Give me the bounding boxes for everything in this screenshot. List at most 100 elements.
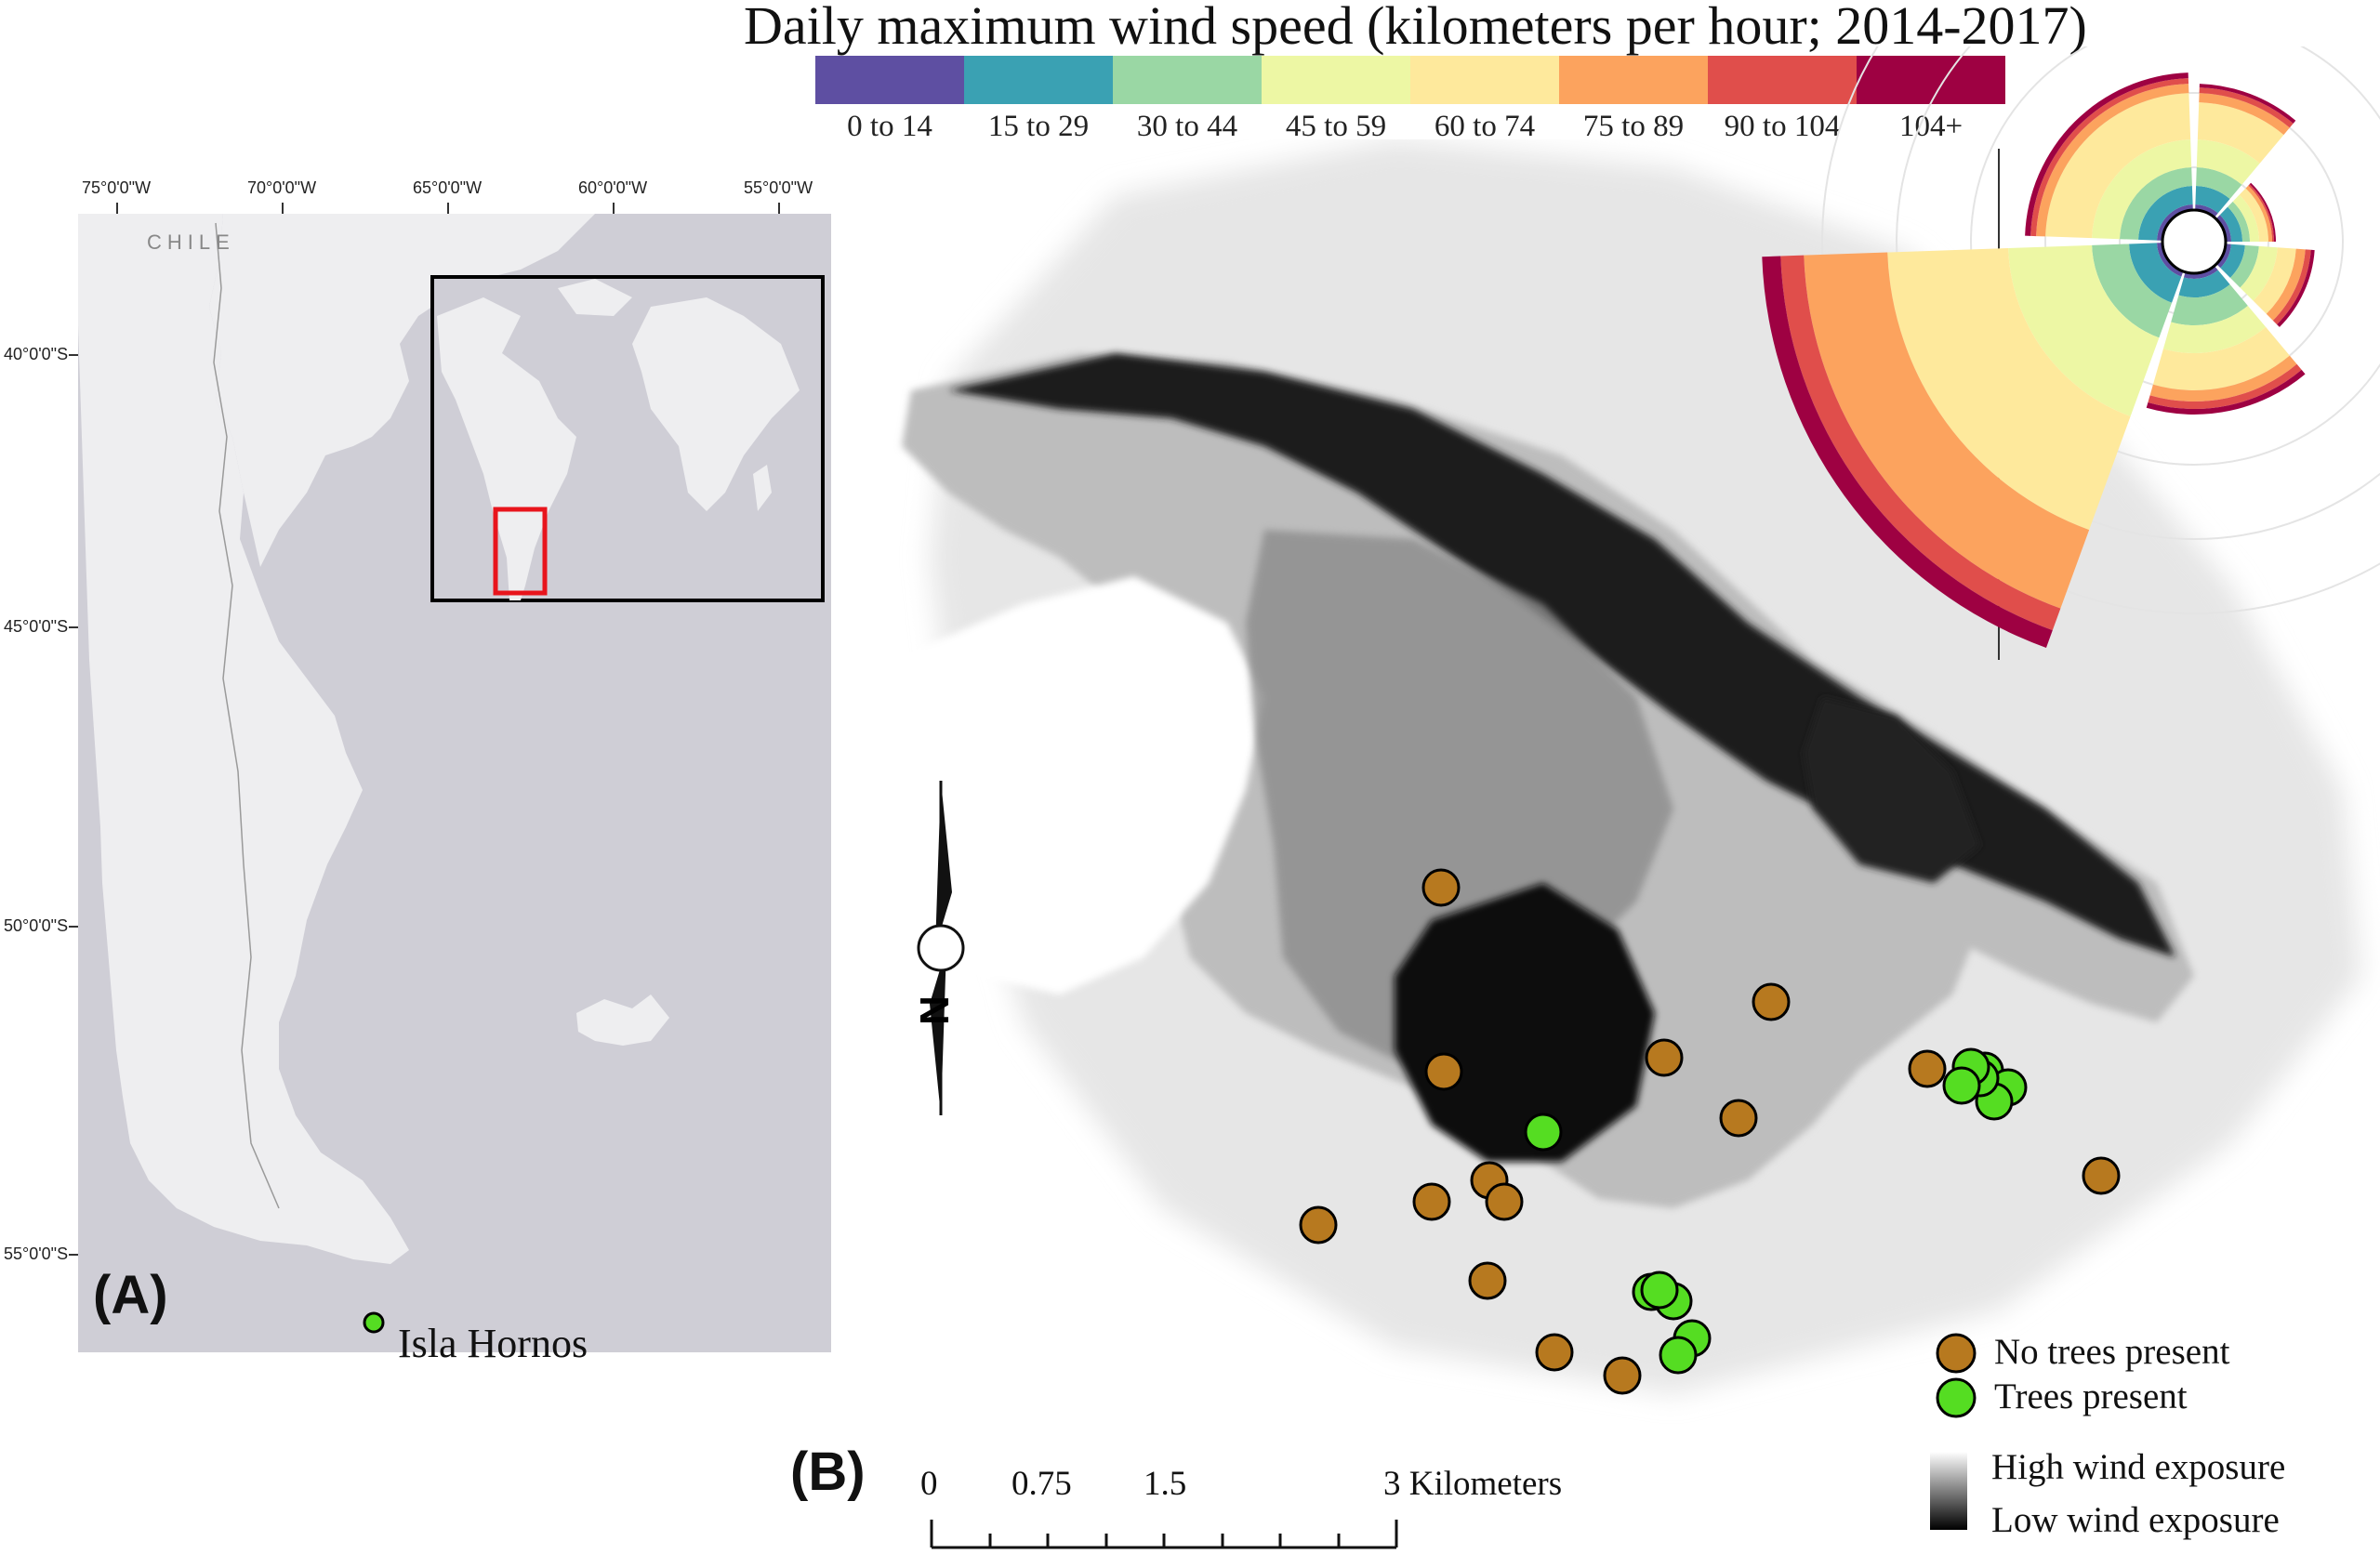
- wind-rose-segment: [2129, 243, 2182, 303]
- wind-rose-segment: [1887, 247, 2131, 531]
- wind-rose-segment: [2220, 244, 2245, 278]
- wind-rose: [1762, 46, 2380, 648]
- panel-b-label: (B): [790, 1442, 866, 1502]
- wind-rose-segment: [2229, 244, 2259, 288]
- panel-a-map: [69, 203, 831, 1352]
- site-legend-symbols: [1936, 1333, 1977, 1418]
- colorbar-swatch: [815, 56, 964, 104]
- wind-rose-segment: [2253, 247, 2296, 314]
- site-no-trees: [1603, 1356, 1642, 1395]
- latitude-label-45: 45°0'0"S: [4, 617, 69, 636]
- colorbar-swatch: [1113, 56, 1262, 104]
- wind-rose-segment: [2240, 245, 2278, 301]
- wind-rose-segment: [2092, 139, 2192, 240]
- colorbar-label: 75 to 89: [1582, 110, 1685, 143]
- wind-rose-segment: [2183, 266, 2218, 279]
- site-no-trees: [1485, 1182, 1524, 1221]
- colorbar-label: 0 to 14: [847, 110, 932, 143]
- wind-rose-segment: [2152, 326, 2290, 391]
- colorbar-swatch: [1708, 56, 1857, 104]
- southern-basin: [1395, 883, 1655, 1162]
- colorbar-swatch: [1262, 56, 1410, 104]
- scale-bar-ticks: [930, 1520, 1398, 1549]
- study-area-box: [493, 507, 548, 596]
- wind-rose-segment: [2219, 206, 2242, 242]
- wind-rose-gridline: [1970, 46, 2380, 466]
- wind-rose-segment: [2277, 249, 2315, 327]
- wind-rose-segment: [2045, 93, 2191, 239]
- legend-low-exposure: Low wind exposure: [1991, 1500, 2280, 1540]
- wind-rose-hub: [2161, 208, 2228, 275]
- wind-rose-segment: [2157, 204, 2193, 241]
- site-trees-present: [1524, 1113, 1563, 1152]
- latitude-label-55: 55°0'0"S: [4, 1245, 69, 1263]
- wind-rose-segment: [2178, 270, 2230, 297]
- trees-symbol: [1936, 1377, 1977, 1418]
- colorbar-swatch: [964, 56, 1113, 104]
- colorbar-label: 15 to 29: [987, 110, 1090, 143]
- north-label: N: [910, 995, 957, 1025]
- wind-rose-segment: [2196, 139, 2260, 185]
- longitude-label-60: 60°0'0"W: [578, 178, 648, 197]
- site-no-trees: [2082, 1156, 2121, 1195]
- wind-rose-segment: [2266, 248, 2306, 321]
- site-no-trees: [1752, 982, 1791, 1021]
- colorbar-label: 104+: [1898, 110, 1964, 143]
- colorbar-label: 60 to 74: [1434, 110, 1536, 143]
- longitude-label-65: 65°0'0"W: [413, 178, 483, 197]
- latitude-label-40: 40°0'0"S: [4, 345, 69, 363]
- colorbar-label: 45 to 59: [1285, 110, 1387, 143]
- no-trees-symbol: [1936, 1333, 1977, 1374]
- wind-rose-gridline: [1896, 46, 2380, 540]
- wind-rose-segment: [2245, 185, 2272, 242]
- wind-rose-segment: [2171, 283, 2248, 326]
- panel-a-label: (A): [93, 1265, 168, 1325]
- wind-rose-gridline: [1821, 46, 2380, 614]
- wind-rose-segment: [2199, 87, 2294, 128]
- latitude-label-50: 50°0'0"S: [4, 916, 69, 935]
- wind-rose-segment: [2162, 305, 2267, 353]
- site-no-trees: [1908, 1049, 1947, 1088]
- scale-label-15: 1.5: [1144, 1465, 1187, 1503]
- wind-rose-segment: [2036, 84, 2189, 237]
- longitude-label-55: 55°0'0"W: [744, 178, 813, 197]
- wind-rose-segment: [2199, 93, 2290, 136]
- wind-rose-segment: [2239, 188, 2268, 242]
- site-no-trees: [1468, 1261, 1507, 1300]
- site-no-trees: [1421, 868, 1461, 907]
- site-markers: [1299, 868, 2121, 1395]
- wind-rose-segment: [2232, 194, 2259, 242]
- site-trees-present: [1640, 1271, 1679, 1310]
- site-no-trees: [1412, 1182, 1451, 1221]
- south-america-land: [78, 214, 409, 1264]
- wind-rose-segment: [1780, 255, 2061, 631]
- country-label: CHILE: [147, 230, 235, 254]
- site-no-trees: [1535, 1333, 1574, 1372]
- north-arrow: [917, 781, 965, 1115]
- wind-rose-segment: [1804, 252, 2090, 609]
- isla-hornos-label: Isla Hornos: [398, 1321, 588, 1366]
- wind-rose-segment: [2146, 369, 2306, 415]
- legend-high-exposure: High wind exposure: [1991, 1447, 2286, 1487]
- site-trees-present: [1659, 1336, 1698, 1375]
- legend-trees: Trees present: [1994, 1376, 2188, 1416]
- argentina-north-land: [209, 214, 595, 567]
- colorbar-label: 90 to 104: [1724, 110, 1841, 143]
- longitude-label-70: 70°0'0"W: [247, 178, 317, 197]
- wind-rose-segment: [2148, 363, 2302, 409]
- wind-rose-segment: [2196, 167, 2242, 200]
- wind-rose-segment: [2195, 186, 2230, 214]
- exposure-gradient-swatch: [1930, 1452, 1967, 1530]
- site-trees-present: [1942, 1066, 1981, 1105]
- colorbar-swatch: [1559, 56, 1708, 104]
- isla-hornos-marker: [363, 1311, 385, 1334]
- site-no-trees: [1719, 1099, 1758, 1138]
- colorbar-swatch: [1410, 56, 1559, 104]
- wind-rose-segment: [2120, 167, 2192, 240]
- wind-rose-segment: [2228, 201, 2250, 242]
- wind-rose-segment: [2197, 102, 2284, 164]
- wind-rose-segment: [2008, 244, 2160, 416]
- scale-label-3: 3 Kilometers: [1383, 1465, 1563, 1503]
- wind-rose-segment: [2138, 186, 2193, 241]
- wind-rose-segment: [2149, 355, 2297, 402]
